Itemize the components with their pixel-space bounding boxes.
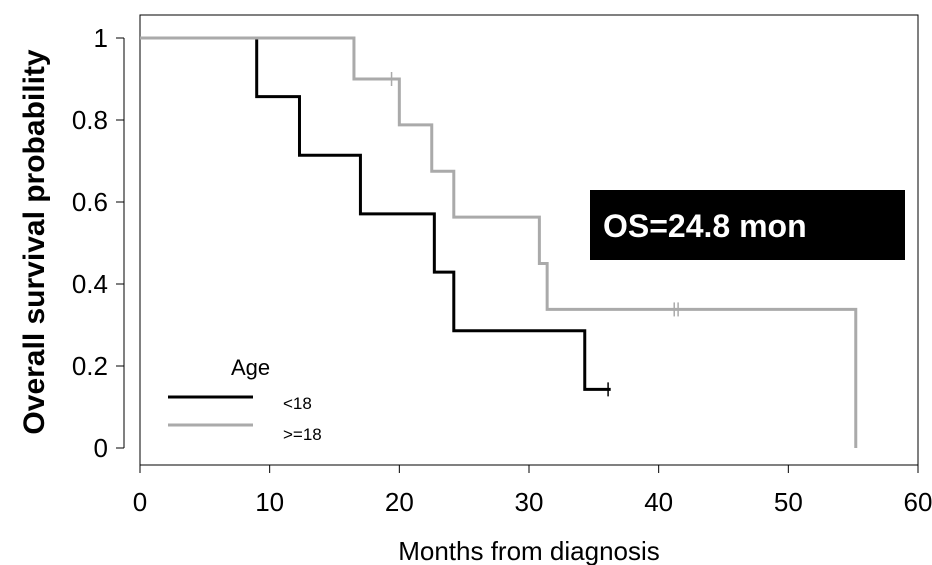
y-tick-label: 1 [94,23,108,53]
x-tick-label: 30 [515,487,544,517]
annotation-box [590,190,905,260]
os-annotation: OS=24.8 mon [590,190,905,260]
x-tick-label: 20 [385,487,414,517]
legend-label-under-18: <18 [283,394,312,413]
y-axis-label: Overall survival probability [18,49,51,434]
x-axis-label: Months from diagnosis [398,536,660,565]
x-tick-label: 40 [644,487,673,517]
survival-curve [140,36,611,391]
survival-curve [140,36,858,448]
legend-label-18-and-over: >=18 [283,425,322,444]
annotation-text: OS=24.8 mon [603,208,807,244]
series-group [140,36,858,448]
y-tick-label: 0.4 [72,269,108,299]
x-tick-label: 60 [904,487,932,517]
legend-title: Age [231,355,270,380]
y-axis: 0 0.2 0.4 0.6 0.8 1 [72,23,125,463]
y-tick-label: 0.8 [72,105,108,135]
x-axis: 0 10 20 30 40 50 60 [133,464,932,517]
x-tick-label: 0 [133,487,147,517]
x-tick-label: 50 [774,487,803,517]
y-tick-label: 0 [94,433,108,463]
legend: Age <18 >=18 [168,355,322,444]
y-tick-label: 0.2 [72,351,108,381]
x-tick-label: 10 [255,487,284,517]
y-tick-label: 0.6 [72,187,108,217]
